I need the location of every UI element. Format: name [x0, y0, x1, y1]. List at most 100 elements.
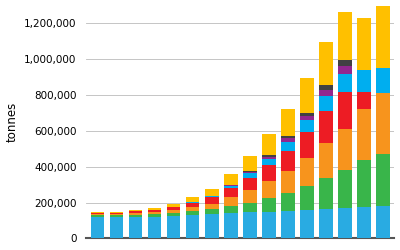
Bar [110, 217, 124, 238]
Bar [357, 110, 371, 160]
Bar [243, 173, 256, 178]
Bar [186, 211, 200, 215]
Bar [281, 171, 294, 193]
Bar [319, 85, 333, 90]
Bar [148, 210, 162, 212]
Bar [319, 178, 333, 209]
Bar [338, 12, 352, 60]
Bar [262, 181, 276, 198]
Bar [91, 212, 104, 213]
Bar [148, 214, 162, 217]
Bar [110, 213, 124, 214]
Bar [186, 197, 200, 202]
Bar [224, 174, 238, 185]
Bar [243, 171, 256, 172]
Bar [262, 134, 276, 155]
Bar [129, 215, 142, 217]
Bar [357, 207, 371, 238]
Bar [281, 136, 294, 138]
Bar [376, 93, 390, 154]
Bar [167, 213, 180, 216]
Bar [319, 144, 333, 178]
Bar [376, 0, 390, 68]
Bar [148, 212, 162, 214]
Bar [110, 214, 124, 215]
Bar [243, 172, 256, 173]
Bar [243, 212, 256, 238]
Bar [281, 193, 294, 211]
Bar [262, 212, 276, 238]
Bar [224, 185, 238, 186]
Bar [357, 92, 371, 110]
Bar [376, 68, 390, 93]
Bar [338, 60, 352, 66]
Bar [186, 207, 200, 211]
Bar [300, 78, 314, 112]
Bar [357, 160, 371, 207]
Bar [224, 206, 238, 213]
Bar [319, 90, 333, 96]
Bar [357, 18, 371, 70]
Bar [300, 116, 314, 120]
Bar [205, 214, 218, 238]
Bar [167, 210, 180, 213]
Bar [224, 188, 238, 197]
Bar [262, 159, 276, 165]
Bar [167, 204, 180, 207]
Bar [281, 151, 294, 171]
Bar [91, 217, 104, 238]
Bar [243, 202, 256, 212]
Bar [300, 186, 314, 210]
Bar [224, 186, 238, 188]
Bar [338, 208, 352, 238]
Bar [281, 138, 294, 142]
Bar [110, 215, 124, 217]
Bar [338, 92, 352, 129]
Bar [148, 217, 162, 238]
Bar [205, 204, 218, 209]
Bar [167, 207, 180, 210]
Bar [319, 209, 333, 238]
Bar [281, 110, 294, 136]
Bar [205, 197, 218, 203]
Bar [319, 111, 333, 144]
Bar [281, 211, 294, 238]
Bar [338, 129, 352, 170]
Bar [243, 156, 256, 171]
Bar [357, 70, 371, 92]
Y-axis label: tonnes: tonnes [6, 102, 18, 142]
Bar [300, 112, 314, 116]
Bar [129, 211, 142, 213]
Bar [376, 206, 390, 238]
Bar [91, 214, 104, 215]
Bar [243, 178, 256, 190]
Bar [167, 216, 180, 238]
Bar [338, 74, 352, 92]
Bar [186, 215, 200, 238]
Bar [205, 209, 218, 214]
Bar [224, 197, 238, 206]
Bar [262, 156, 276, 159]
Bar [129, 213, 142, 215]
Bar [148, 208, 162, 210]
Bar [300, 210, 314, 238]
Bar [129, 210, 142, 211]
Bar [281, 142, 294, 151]
Bar [224, 213, 238, 238]
Bar [300, 132, 314, 158]
Bar [262, 155, 276, 156]
Bar [205, 196, 218, 197]
Bar [262, 165, 276, 181]
Bar [262, 198, 276, 211]
Bar [205, 189, 218, 196]
Bar [243, 190, 256, 202]
Bar [338, 66, 352, 74]
Bar [300, 158, 314, 186]
Bar [186, 202, 200, 203]
Bar [319, 42, 333, 85]
Bar [91, 213, 104, 214]
Bar [319, 96, 333, 111]
Bar [338, 170, 352, 208]
Bar [376, 154, 390, 206]
Bar [129, 217, 142, 238]
